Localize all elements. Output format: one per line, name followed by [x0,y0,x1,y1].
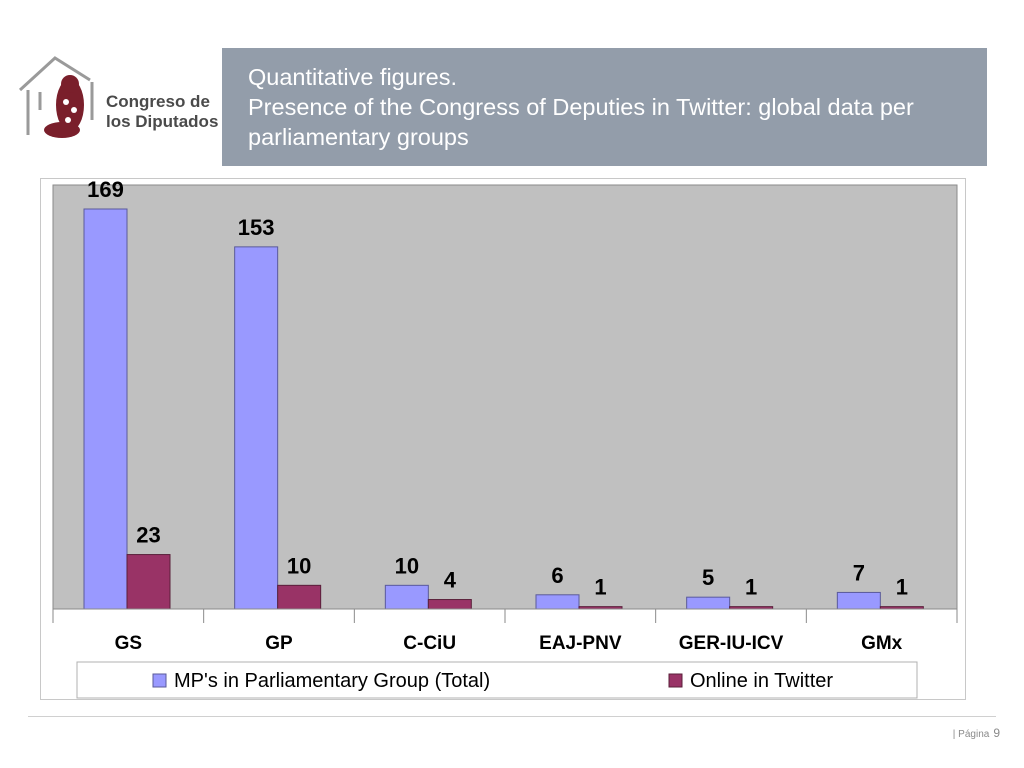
page-label: | Página [952,729,990,740]
legend-swatch [152,673,167,688]
data-label: 1 [896,575,908,600]
data-label: 4 [444,568,457,593]
category-label: GER-IU-ICV [679,633,784,654]
bar [427,599,472,610]
data-label: 10 [287,553,311,578]
legend-label: MP's in Parliamentary Group (Total) [174,670,490,692]
logo-text-line2: los Diputados [106,112,219,131]
slide-title: Quantitative figures. Presence of the Co… [248,64,914,150]
data-label: 153 [238,215,275,240]
data-label: 23 [136,523,160,548]
bar [535,594,580,610]
bar [234,246,279,610]
logo-text: Congreso de los Diputados [106,92,218,132]
bar [384,584,429,610]
bar-chart: 169 23 GS 153 10 GP 10 4 C-CiU 6 1 EAJ-PNV 5 1 GER-IU-… [52,179,958,699]
page-number: 9 [993,726,1000,740]
bar [83,208,128,610]
category-label: GS [115,633,142,654]
data-label: 169 [87,179,124,202]
chart-frame: 169 23 GS 153 10 GP 10 4 C-CiU 6 1 EAJ-PNV 5 1 GER-IU-… [40,178,966,700]
legend [76,661,918,699]
data-label: 6 [551,563,563,588]
page-footer: | Página 9 [953,726,1000,740]
title-band: Quantitative figures. Presence of the Co… [222,48,987,166]
footer-divider [28,716,996,717]
data-label: 5 [702,565,714,590]
category-label: EAJ-PNV [539,633,622,654]
data-label: 7 [853,560,865,585]
bar [836,591,881,610]
data-label: 10 [395,553,419,578]
category-label: GP [265,633,293,654]
plot-area [52,184,958,610]
bar [126,554,171,610]
data-label: 1 [594,575,606,600]
bar [686,596,731,610]
bar [277,584,322,610]
legend-label: Online in Twitter [690,670,833,692]
legend-swatch [668,673,683,688]
congreso-logo [18,56,94,138]
logo-text-line1: Congreso de [106,92,210,111]
data-label: 1 [745,575,757,600]
category-label: C-CiU [403,633,456,654]
category-label: GMx [861,633,903,654]
